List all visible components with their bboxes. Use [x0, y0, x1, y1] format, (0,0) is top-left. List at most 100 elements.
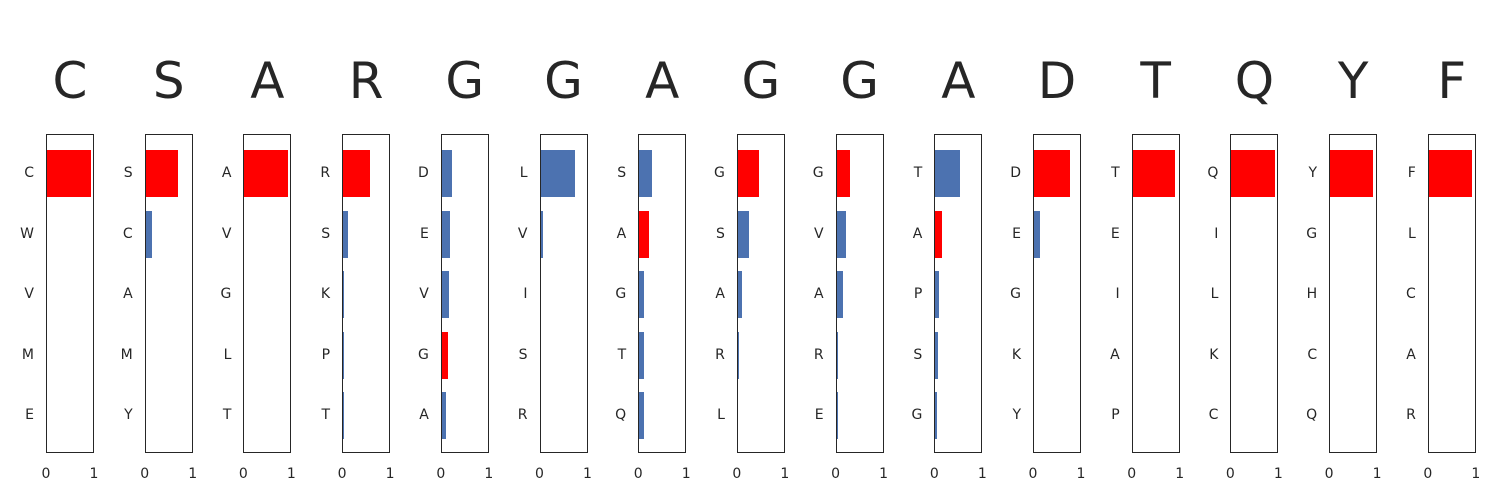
probability-bar	[935, 270, 940, 318]
category-tick-label: M	[120, 347, 133, 363]
probability-bar	[441, 210, 450, 258]
category-tick-label: R	[1406, 407, 1416, 423]
x-tick-label: 0	[140, 466, 150, 482]
category-tick-label: K	[320, 286, 331, 302]
panel-frame	[1427, 134, 1476, 453]
x-tick-label: 0	[633, 466, 643, 482]
probability-bar	[737, 331, 739, 379]
category-tick-label: G	[812, 165, 824, 181]
probability-bar	[441, 331, 449, 379]
category-tick-label: V	[517, 226, 528, 242]
category-tick-label: A	[814, 286, 824, 302]
panel-frame	[736, 134, 785, 453]
x-tick-label: 1	[1273, 466, 1283, 482]
residue-title: A	[941, 52, 976, 110]
x-tick-label: 1	[188, 466, 198, 482]
panel-frame	[934, 134, 983, 453]
category-tick-label: Q	[615, 407, 627, 423]
probability-bar	[441, 149, 452, 197]
category-tick-label: K	[1011, 347, 1021, 363]
category-tick-label: C	[1208, 407, 1219, 423]
probability-bar	[1034, 149, 1070, 197]
category-tick-label: P	[1111, 407, 1120, 423]
category-tick-label: E	[419, 226, 429, 242]
probability-bar	[1231, 149, 1275, 197]
panel-frame	[1033, 134, 1081, 453]
category-tick-label: T	[617, 347, 627, 363]
panel-frame	[539, 134, 588, 453]
x-tick-label: 1	[1076, 466, 1086, 482]
category-tick-label: W	[20, 226, 34, 242]
panel-frame	[835, 134, 884, 453]
probability-bar	[737, 270, 743, 318]
category-tick-label: L	[223, 347, 232, 363]
category-tick-label: Y	[1308, 165, 1318, 181]
category-tick-label: T	[321, 407, 331, 423]
category-tick-label: G	[911, 407, 923, 423]
category-tick-label: R	[320, 165, 331, 181]
panel-frame	[1329, 134, 1378, 453]
panel-frame	[243, 134, 292, 453]
probability-bar	[836, 149, 851, 197]
panel-frame	[638, 134, 687, 453]
x-tick-label: 1	[1372, 466, 1382, 482]
category-tick-label: L	[717, 407, 725, 423]
category-tick-label: G	[615, 286, 627, 302]
category-tick-label: D	[1010, 165, 1021, 181]
category-tick-label: L	[519, 165, 528, 181]
category-tick-label: Y	[1012, 407, 1021, 423]
probability-bar	[441, 391, 446, 439]
probability-bar	[836, 270, 843, 318]
probability-bar	[343, 331, 345, 379]
probability-bar	[639, 331, 644, 379]
category-tick-label: A	[1406, 347, 1416, 363]
x-tick-label: 0	[1324, 466, 1334, 482]
category-tick-label: V	[221, 226, 232, 242]
category-tick-label: A	[1110, 347, 1120, 363]
residue-title: Y	[1337, 52, 1369, 110]
probability-bar	[145, 149, 178, 197]
x-tick-label: 1	[1471, 466, 1481, 482]
category-tick-label: E	[1110, 226, 1120, 242]
x-tick-label: 0	[238, 466, 248, 482]
panel-frame	[46, 134, 94, 453]
category-tick-label: A	[912, 226, 923, 242]
category-tick-label: V	[24, 286, 34, 302]
category-tick-label: Y	[124, 407, 133, 423]
panel-frame	[1230, 134, 1279, 453]
category-tick-label: A	[715, 286, 725, 302]
probability-bar	[935, 331, 939, 379]
probability-bar	[343, 391, 345, 439]
category-tick-label: G	[714, 165, 725, 181]
category-tick-label: V	[814, 226, 824, 242]
probability-bar	[1034, 210, 1041, 258]
category-tick-label: L	[1407, 226, 1416, 242]
x-tick-label: 0	[831, 466, 841, 482]
category-tick-label: I	[1214, 226, 1219, 242]
residue-title: S	[152, 52, 185, 110]
probability-bar	[540, 149, 575, 197]
x-tick-label: 1	[879, 466, 889, 482]
probability-bar	[935, 391, 937, 439]
category-tick-label: C	[1307, 347, 1318, 363]
probability-bar	[836, 391, 838, 439]
probability-bar	[935, 149, 960, 197]
category-tick-label: S	[617, 165, 627, 181]
category-tick-label: S	[321, 226, 331, 242]
residue-title: F	[1437, 52, 1467, 110]
category-tick-label: I	[523, 286, 528, 302]
residue-title: G	[741, 52, 781, 110]
panel-frame	[144, 134, 193, 453]
residue-title: R	[348, 52, 384, 110]
category-tick-label: Q	[1306, 407, 1318, 423]
probability-bar	[836, 210, 847, 258]
category-tick-label: E	[25, 407, 34, 423]
probability-bar	[1428, 149, 1472, 197]
probability-bar	[737, 149, 759, 197]
category-tick-label: R	[517, 407, 528, 423]
probability-bar	[343, 149, 371, 197]
x-tick-label: 0	[1423, 466, 1433, 482]
category-tick-label: K	[1209, 347, 1219, 363]
probability-bar	[343, 210, 349, 258]
